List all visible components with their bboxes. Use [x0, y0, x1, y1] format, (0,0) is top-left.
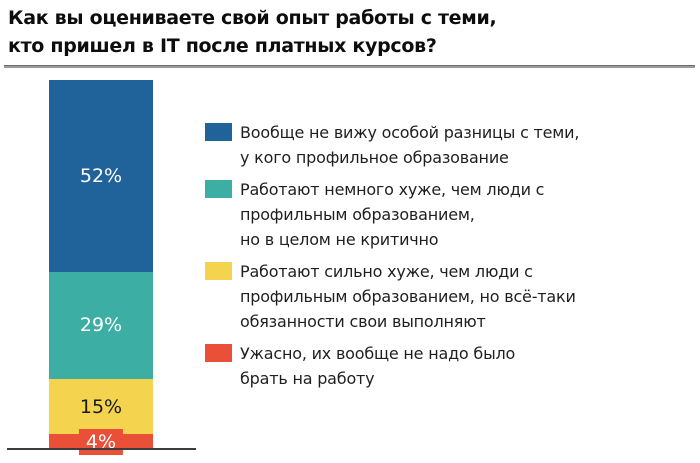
title-divider: [4, 65, 695, 68]
legend-item-terrible: Ужасно, их вообще не надо было брать на р…: [205, 341, 695, 391]
legend-swatch-terrible: [205, 344, 232, 362]
legend-label-line: профильным образованием,: [240, 205, 475, 224]
x-axis-line: [7, 448, 196, 450]
legend-item-no-difference: Вообще не вижу особой разницы с теми, у к…: [205, 120, 695, 170]
bar-segment-slightly-worse: 29%: [49, 271, 153, 379]
chart-title: Как вы оцениваете свой опыт работы с тем…: [8, 4, 497, 60]
legend-swatch-much-worse: [205, 262, 232, 280]
legend-label-line: Вообще не вижу особой разницы с теми,: [240, 123, 580, 142]
legend-swatch-no-difference: [205, 123, 232, 141]
legend-label-terrible: Ужасно, их вообще не надо было брать на р…: [240, 341, 515, 391]
bar-segment-label-slightly-worse: 29%: [79, 314, 123, 337]
stacked-bar: 52% 29% 15% 4%: [49, 80, 153, 455]
legend-label-slightly-worse: Работают немного хуже, чем люди с профиль…: [240, 177, 544, 252]
legend-label-line: у кого профильное образование: [240, 148, 509, 167]
legend-item-slightly-worse: Работают немного хуже, чем люди с профиль…: [205, 177, 695, 252]
bar-segment-much-worse: 15%: [49, 378, 153, 435]
legend-label-much-worse: Работают сильно хуже, чем люди с профильн…: [240, 259, 576, 334]
bar-segment-terrible: 4%: [49, 428, 153, 455]
bar-segment-label-terrible: 4%: [78, 428, 124, 455]
legend-label-line: Работают немного хуже, чем люди с: [240, 180, 545, 199]
legend: Вообще не вижу особой разницы с теми, у к…: [205, 120, 695, 398]
legend-label-line: Работают сильно хуже, чем люди с: [240, 262, 533, 281]
legend-label-line: но в целом не критично: [240, 230, 439, 249]
chart-title-line1: Как вы оцениваете свой опыт работы с тем…: [8, 7, 497, 29]
legend-item-much-worse: Работают сильно хуже, чем люди с профильн…: [205, 259, 695, 334]
bar-segment-label-no-difference: 52%: [79, 164, 123, 187]
legend-label-line: профильным образованием, но всё-таки: [240, 287, 576, 306]
legend-label-line: брать на работу: [240, 369, 375, 388]
legend-label-line: обязанности свои выполняют: [240, 312, 486, 331]
bar-segment-no-difference: 52%: [49, 80, 153, 272]
chart-title-line2: кто пришел в IT после платных курсов?: [8, 35, 437, 57]
legend-swatch-slightly-worse: [205, 180, 232, 198]
legend-label-no-difference: Вообще не вижу особой разницы с теми, у к…: [240, 120, 579, 170]
legend-label-line: Ужасно, их вообще не надо было: [240, 344, 516, 363]
bar-segment-label-much-worse: 15%: [79, 395, 123, 418]
